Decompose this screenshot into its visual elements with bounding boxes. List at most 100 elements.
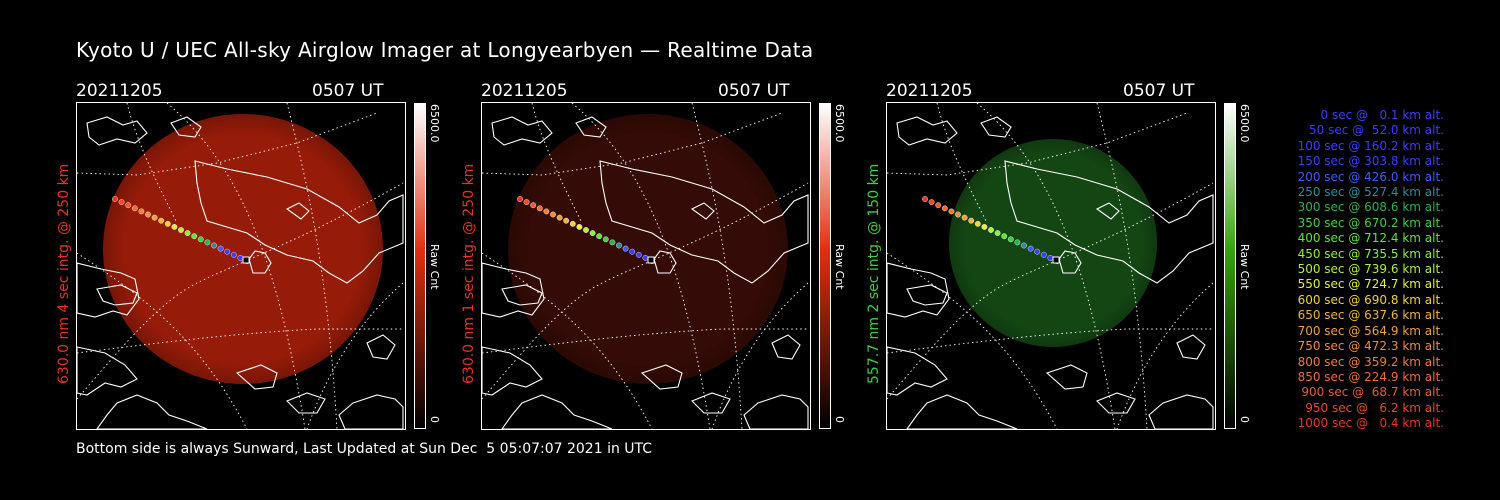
grid-line bbox=[1096, 103, 1148, 429]
trajectory-point bbox=[178, 227, 184, 233]
panel-2-map bbox=[482, 103, 809, 429]
panel-1-wavelength-label: 630.0 nm 4 sec intg. @ 250 km bbox=[56, 163, 72, 384]
panel-2-image bbox=[481, 102, 811, 430]
coastline bbox=[1095, 202, 1120, 220]
legend-row: 800 sec @ 359.2 km alt. bbox=[1297, 354, 1444, 369]
panel-2-colorbar bbox=[819, 103, 831, 429]
coastline bbox=[491, 116, 553, 146]
coastline bbox=[77, 346, 138, 396]
grid-line bbox=[976, 103, 1116, 429]
coastline bbox=[501, 394, 613, 429]
trajectory-point bbox=[616, 242, 622, 249]
trajectory-point bbox=[1040, 251, 1047, 258]
coastline bbox=[286, 392, 326, 414]
trajectory-point bbox=[961, 214, 968, 221]
coastline bbox=[366, 334, 396, 360]
legend-row: 700 sec @ 564.9 km alt. bbox=[1297, 323, 1444, 338]
legend-row: 50 sec @ 52.0 km alt. bbox=[1309, 123, 1444, 138]
grid-line bbox=[482, 112, 783, 176]
footer-status: Bottom side is always Sunward, Last Upda… bbox=[76, 441, 653, 457]
legend-row: 1000 sec @ 0.4 km alt. bbox=[1297, 416, 1444, 431]
coastline bbox=[338, 394, 404, 429]
legend-row: 350 sec @ 670.2 km alt. bbox=[1297, 215, 1444, 230]
page-title: Kyoto U / UEC All-sky Airglow Imager at … bbox=[76, 38, 814, 62]
coastline bbox=[1004, 160, 1214, 284]
panel-2-wavelength-label: 630.0 nm 1 sec intg. @ 250 km bbox=[461, 163, 477, 384]
legend-row: 850 sec @ 224.9 km alt. bbox=[1297, 369, 1444, 384]
grid-line bbox=[936, 103, 988, 224]
trajectory-point bbox=[191, 233, 198, 240]
trajectory-point bbox=[922, 196, 928, 202]
trajectory-point bbox=[622, 245, 629, 252]
coastline bbox=[501, 284, 543, 306]
coastline bbox=[743, 394, 809, 429]
grid-line bbox=[887, 328, 1213, 354]
trajectory-point bbox=[550, 211, 556, 218]
grid-line bbox=[166, 103, 306, 429]
coastline bbox=[575, 116, 607, 138]
panel-3-wavelength-label: 557.7 nm 2 sec intg. @ 150 km bbox=[866, 163, 882, 384]
airglow-sky-disk bbox=[508, 114, 788, 384]
panel-2-colorbar-max: 6500.0 bbox=[833, 104, 846, 143]
coastline bbox=[285, 202, 310, 220]
trajectory-point bbox=[576, 224, 583, 230]
coastline bbox=[96, 284, 138, 306]
coastline bbox=[906, 394, 1018, 429]
trajectory-point bbox=[968, 217, 975, 224]
panel-1-colorbar-min: 0 bbox=[428, 416, 441, 423]
panel-3-colorbar-min: 0 bbox=[1238, 416, 1251, 423]
legend-row: 150 sec @ 303.8 km alt. bbox=[1297, 154, 1444, 169]
legend-row: 650 sec @ 637.6 km alt. bbox=[1297, 308, 1444, 323]
trajectory-point bbox=[629, 248, 636, 255]
coastline bbox=[482, 262, 545, 318]
grid-line bbox=[482, 328, 808, 354]
coastline bbox=[771, 334, 801, 360]
coastline bbox=[906, 284, 948, 306]
coastline bbox=[1096, 392, 1136, 414]
trajectory-point bbox=[237, 254, 244, 261]
grid-line bbox=[887, 112, 1188, 176]
panel-1-date: 20211205 bbox=[76, 81, 163, 101]
trajectory-point bbox=[948, 208, 955, 215]
legend-row: 400 sec @ 712.4 km alt. bbox=[1297, 231, 1444, 246]
station-marker bbox=[647, 256, 655, 264]
panel-2-colorbar-unit: Raw Cnt bbox=[833, 244, 846, 290]
coastline bbox=[86, 116, 148, 146]
trajectory-point bbox=[642, 254, 649, 261]
trajectory-point bbox=[138, 208, 145, 215]
trajectory-point bbox=[145, 211, 151, 218]
coastline bbox=[690, 202, 715, 220]
trajectory-point bbox=[158, 217, 165, 224]
trajectory-point bbox=[563, 217, 570, 224]
coastline bbox=[887, 262, 950, 318]
coastline bbox=[640, 364, 683, 390]
legend-row: 100 sec @ 160.2 km alt. bbox=[1297, 138, 1444, 153]
legend-row: 600 sec @ 690.8 km alt. bbox=[1297, 292, 1444, 307]
trajectory-point bbox=[994, 230, 1001, 237]
panel-3-colorbar-unit: Raw Cnt bbox=[1238, 244, 1251, 290]
legend-row: 500 sec @ 739.6 km alt. bbox=[1297, 262, 1444, 277]
panel-2-time: 0507 UT bbox=[718, 81, 790, 101]
trajectory-point bbox=[118, 199, 125, 206]
grid-line bbox=[286, 103, 338, 429]
coastline bbox=[1176, 334, 1206, 360]
legend-row: 250 sec @ 527.4 km alt. bbox=[1297, 185, 1444, 200]
panel-1-time: 0507 UT bbox=[312, 81, 384, 101]
trajectory-point bbox=[569, 220, 576, 227]
coastline bbox=[194, 160, 404, 284]
coastline bbox=[482, 346, 543, 396]
trajectory-point bbox=[217, 245, 224, 252]
trajectory-point bbox=[583, 227, 589, 233]
panel-2-colorbar-min: 0 bbox=[833, 416, 846, 423]
trajectory-point bbox=[1001, 233, 1008, 240]
legend-row: 900 sec @ 68.7 km alt. bbox=[1301, 385, 1444, 400]
trajectory-point bbox=[974, 220, 981, 227]
trajectory-point bbox=[955, 211, 961, 218]
grid-line bbox=[77, 182, 404, 400]
trajectory-point bbox=[602, 236, 609, 243]
legend-row: 950 sec @ 6.2 km alt. bbox=[1305, 400, 1444, 415]
panel-1-image bbox=[76, 102, 406, 430]
trajectory-point bbox=[211, 242, 217, 249]
coastline bbox=[653, 250, 677, 274]
coastline bbox=[1148, 394, 1214, 429]
